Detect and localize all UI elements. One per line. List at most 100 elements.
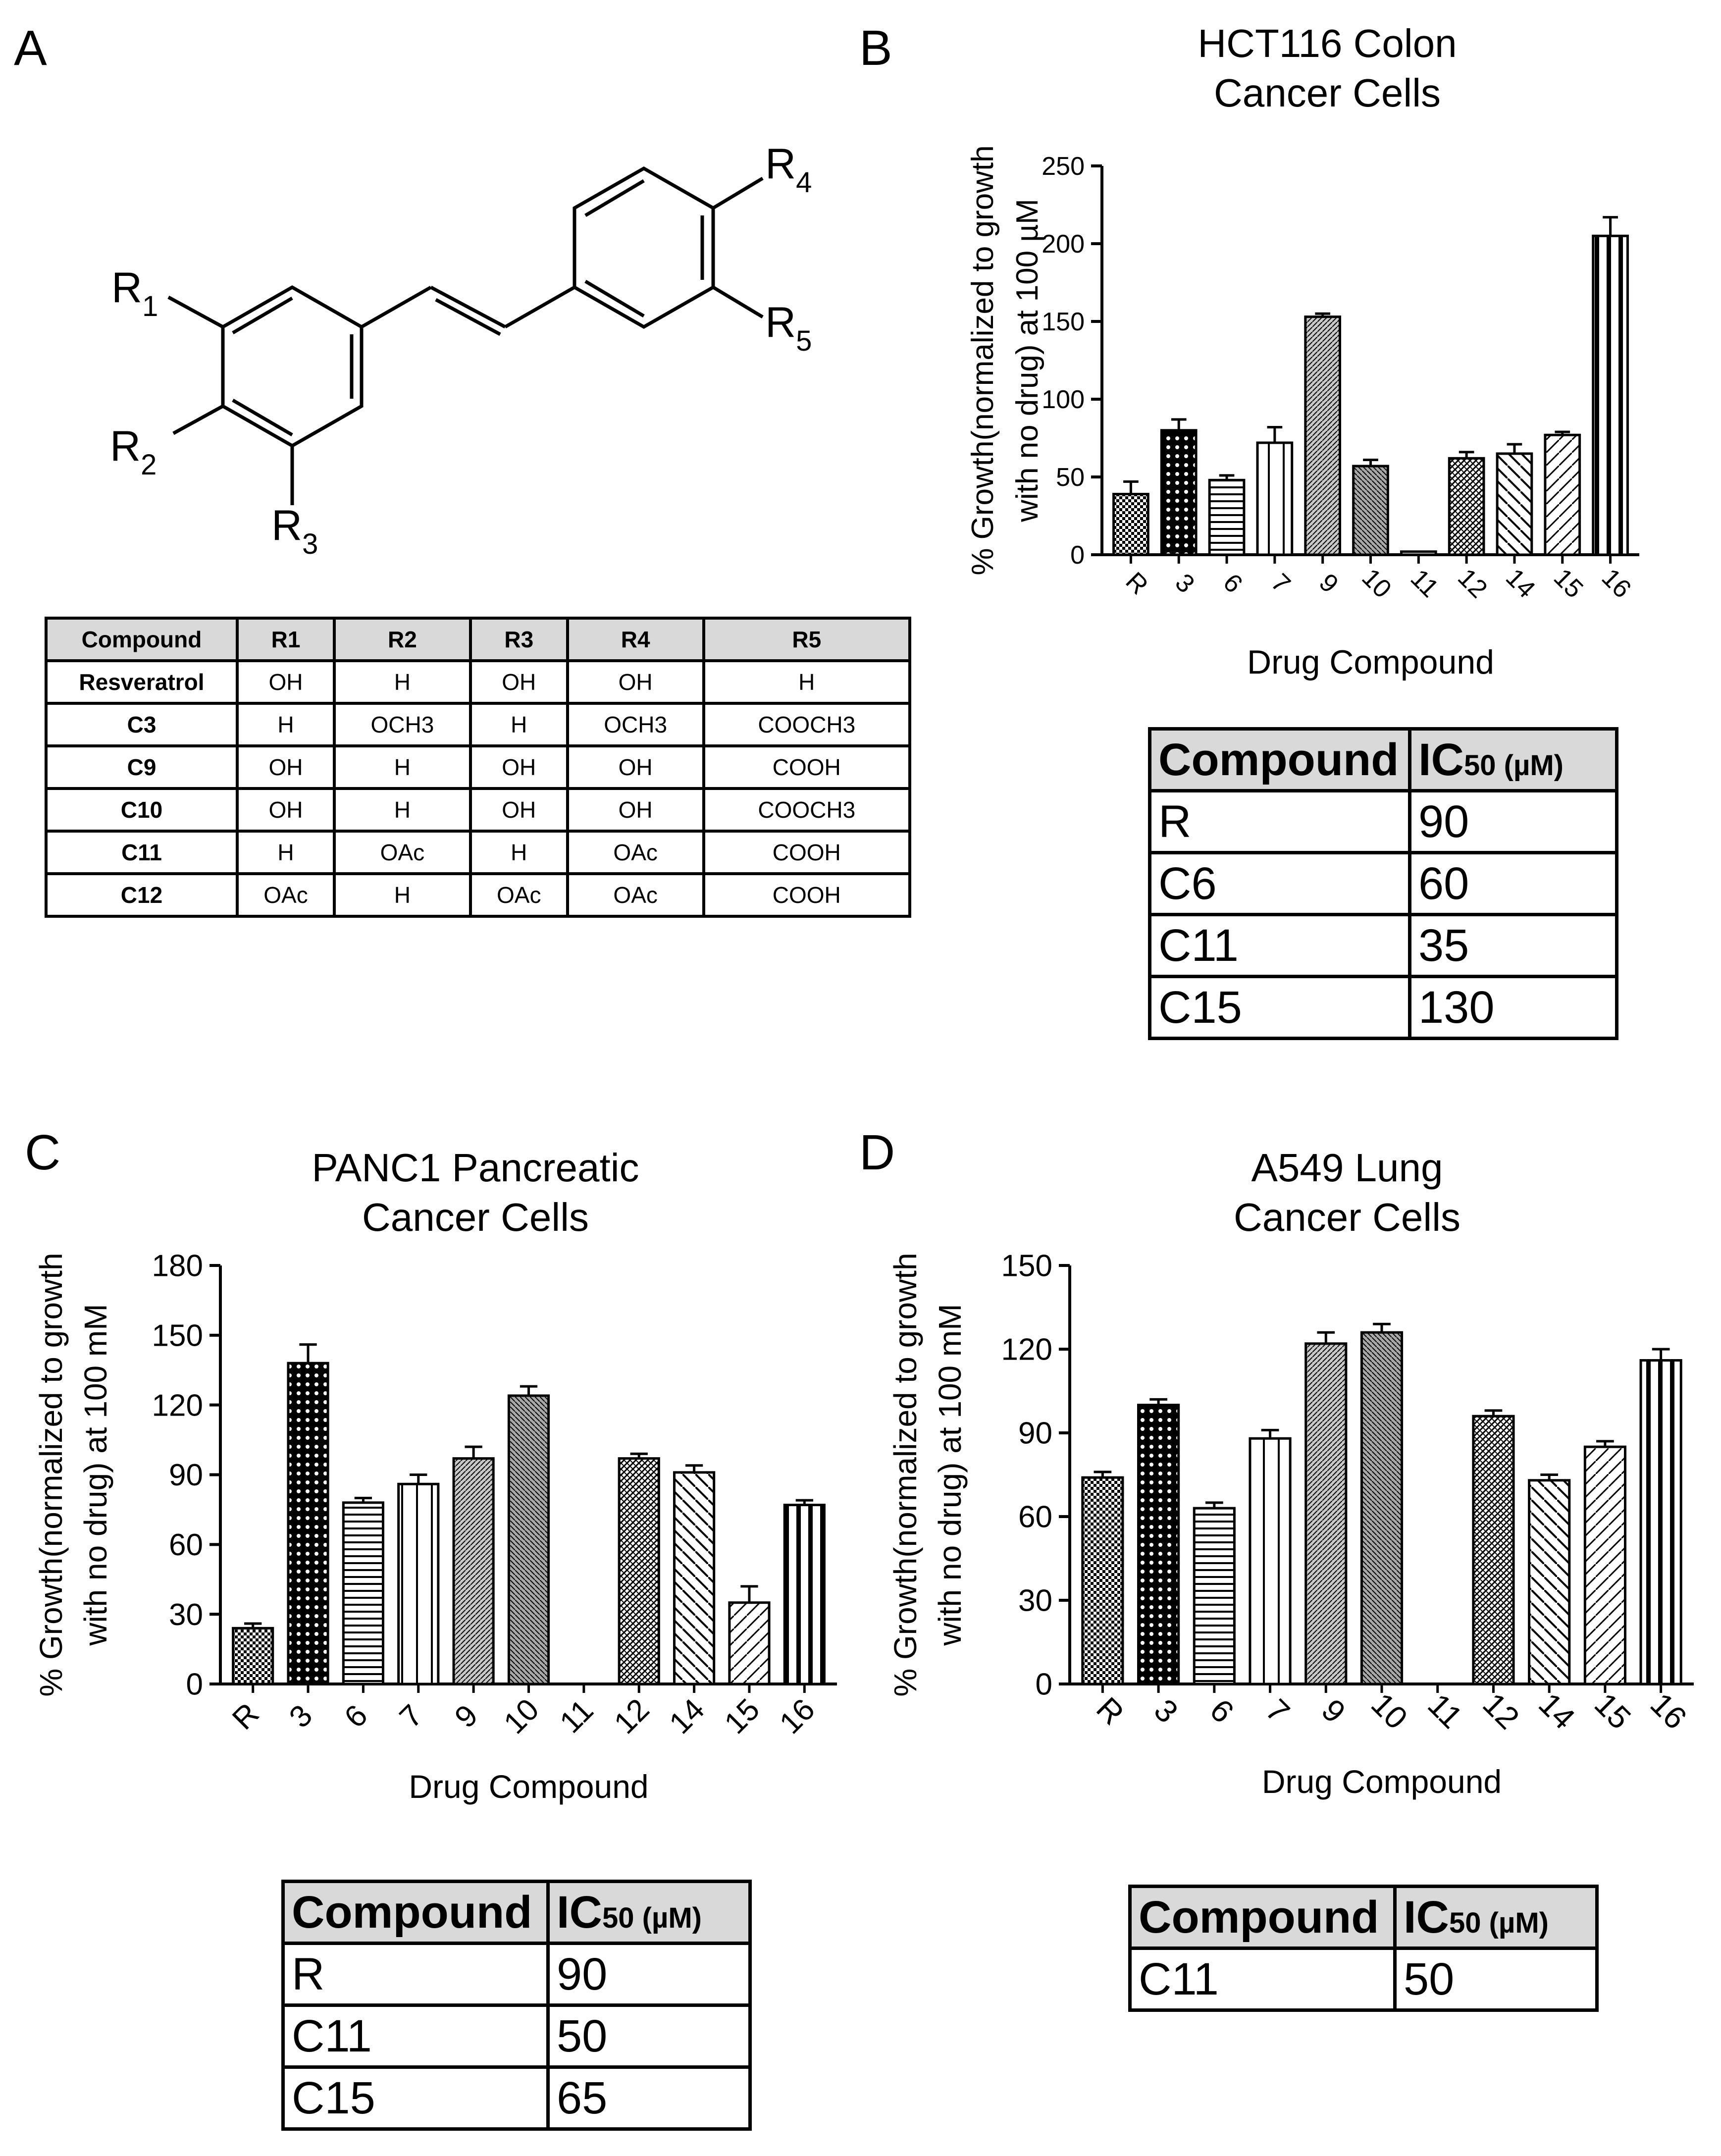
chart-b: HCT116 Colon Cancer Cells % Growth(normali…	[966, 21, 1639, 681]
table-cell: COOCH3	[702, 787, 912, 833]
y-tick-label: 180	[152, 1249, 203, 1283]
y-tick-label: 150	[1042, 308, 1085, 336]
ic50-table-b: Compound IC50 (µM) R 90 C6 60 C11 35 C15 130	[1148, 727, 1618, 1040]
table-row: C11 50	[1128, 1946, 1599, 2012]
bar	[1360, 1331, 1404, 1685]
substituent-table-header: Compound R1 R2 R3 R4 R5	[45, 617, 912, 662]
table-cell: 60	[1408, 851, 1618, 916]
x-tick-label: 12	[608, 1692, 656, 1741]
y-tick-label: 0	[186, 1668, 203, 1702]
table-cell: C11	[281, 2003, 550, 2069]
table-cell: OAc	[566, 872, 705, 918]
table-cell: H	[333, 787, 472, 833]
x-tick-label: 15	[1588, 1686, 1638, 1736]
bar	[452, 1457, 495, 1685]
y-tick-label: 0	[1070, 541, 1085, 570]
r1-label: R1	[111, 264, 158, 322]
table-cell: H	[469, 830, 569, 875]
bar	[1528, 1479, 1571, 1685]
table-cell: OH	[566, 787, 705, 833]
bar	[1400, 550, 1437, 556]
header-r1: R1	[235, 617, 336, 662]
y-axis-label: with no drug) at 100 mM	[932, 1304, 968, 1646]
table-cell: C11	[1148, 913, 1411, 978]
table-cell: OCH3	[566, 702, 705, 747]
table-row: C12 OAc H OAc OAc COOH	[45, 872, 912, 918]
r4-label: R4	[765, 140, 812, 199]
header-r2: R2	[333, 617, 472, 662]
ic50-table-header: Compound IC50 (µM)	[281, 1880, 752, 1945]
bar	[618, 1457, 660, 1685]
y-tick-label: 30	[1018, 1584, 1052, 1618]
table-cell: OAc	[235, 872, 336, 918]
table-row: C10 OH H OH OH COOCH3	[45, 787, 912, 833]
y-axis-label: with no drug) at 100 µM	[1010, 199, 1044, 523]
table-cell: OH	[469, 659, 569, 705]
ic50-table-header: Compound IC50 (µM)	[1148, 727, 1618, 792]
ic50-table-d: Compound IC50 (µM) C11 50	[1128, 1885, 1599, 2012]
table-row: C11 35	[1148, 913, 1618, 978]
header-compound: Compound	[1148, 727, 1411, 792]
x-tick-label: 15	[718, 1692, 767, 1741]
bar	[1304, 316, 1342, 556]
table-cell: C15	[1148, 975, 1411, 1040]
panel-label-b: B	[859, 20, 892, 76]
chart-title: PANC1 Pancreatic	[312, 1146, 639, 1190]
table-cell: OH	[469, 787, 569, 833]
table-cell: H	[333, 744, 472, 790]
table-cell: COOH	[702, 872, 912, 918]
x-tick-label: 6	[1203, 1692, 1241, 1730]
structure-bonds	[167, 166, 764, 505]
x-tick-label: 6	[1217, 568, 1248, 598]
bar	[1160, 429, 1198, 556]
table-cell: C15	[281, 2065, 550, 2131]
table-row: R 90	[281, 1942, 752, 2007]
bar	[1472, 1415, 1515, 1685]
chart-title: Cancer Cells	[1234, 1195, 1460, 1239]
table-cell: COOH	[702, 830, 912, 875]
bar	[1592, 234, 1629, 556]
x-tick-label: R	[226, 1696, 265, 1736]
y-tick-label: 90	[169, 1458, 203, 1492]
bar	[1193, 1507, 1236, 1685]
x-axis-label: Drug Compound	[1247, 643, 1494, 681]
x-tick-label: 11	[1421, 1686, 1469, 1735]
header-ic50: IC50 (µM)	[1393, 1885, 1599, 1950]
x-tick-label: 14	[1532, 1686, 1582, 1736]
bar	[1208, 478, 1246, 556]
ic50-table-header: Compound IC50 (µM)	[1128, 1885, 1599, 1950]
ic50-table-c: Compound IC50 (µM) R 90 C11 50 C15 65	[281, 1880, 752, 2131]
r2-label: R2	[110, 422, 156, 481]
x-tick-label: 3	[1147, 1692, 1185, 1730]
table-row: C15 130	[1148, 975, 1618, 1040]
bar	[1081, 1476, 1124, 1685]
header-compound: Compound	[281, 1880, 550, 1945]
header-ic50: IC50 (µM)	[546, 1880, 752, 1945]
table-cell: OH	[566, 659, 705, 705]
panel-label-a: A	[14, 20, 47, 76]
bar	[1137, 1404, 1180, 1685]
bar	[397, 1482, 440, 1685]
bar	[673, 1471, 716, 1685]
substituent-table: Compound R1 R2 R3 R4 R5 Resveratrol OH H…	[45, 617, 912, 918]
x-tick-label: 12	[1452, 563, 1493, 604]
x-tick-label: 10	[1356, 563, 1397, 604]
bar	[1583, 1445, 1626, 1685]
y-tick-label: 150	[1001, 1249, 1052, 1283]
header-r3: R3	[469, 617, 569, 662]
x-tick-label: 7	[393, 1698, 429, 1735]
table-cell: OCH3	[333, 702, 472, 747]
x-tick-label: 16	[773, 1692, 822, 1741]
table-cell: OH	[235, 659, 336, 705]
y-tick-label: 250	[1042, 152, 1085, 181]
x-tick-label: 7	[1259, 1692, 1297, 1730]
table-cell: H	[469, 702, 569, 747]
chart-d: A549 Lung Cancer Cells % Growth(normalized…	[887, 1146, 1694, 1800]
table-cell: C6	[1148, 851, 1411, 916]
table-row: C9 OH H OH OH COOH	[45, 744, 912, 790]
table-cell: 50	[1393, 1946, 1599, 2012]
y-tick-label: 200	[1042, 230, 1085, 259]
table-cell: OAc	[333, 830, 472, 875]
y-tick-label: 150	[152, 1319, 203, 1353]
header-compound: Compound	[45, 617, 239, 662]
